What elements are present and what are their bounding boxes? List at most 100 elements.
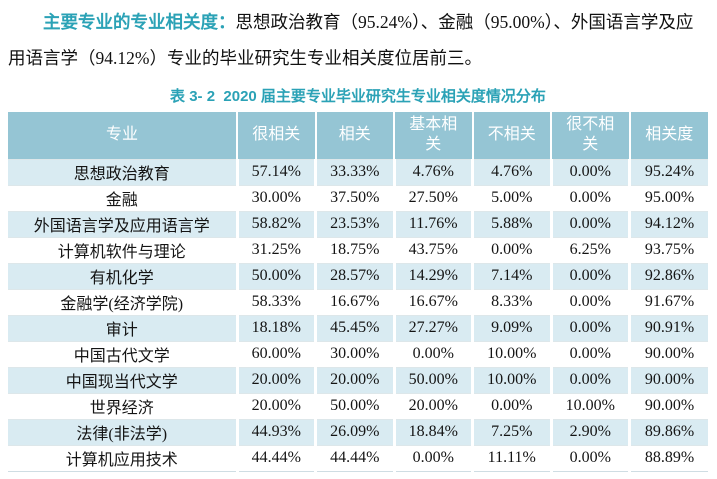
table-row: 计算机软件与理论 31.25% 18.75% 43.75% 0.00% 6.25% 93.7… (8, 236, 708, 264)
major-name-cell: 计算机应用技术 (8, 444, 239, 472)
table-row: 中国古代文学 60.00% 30.00% 0.00% 10.00% 0.00% 90.00% (8, 340, 708, 368)
percent-cell: 26.09% (314, 418, 396, 446)
percent-cell: 18.84% (392, 418, 474, 446)
percent-cell: 91.67% (628, 288, 708, 316)
percent-cell: 94.12% (628, 210, 708, 238)
percent-cell: 23.53% (314, 210, 396, 238)
percent-cell: 11.76% (392, 210, 474, 238)
percent-cell: 5.88% (471, 210, 553, 238)
percent-cell: 33.33% (314, 158, 396, 186)
percent-cell: 90.00% (628, 366, 708, 394)
percent-cell: 30.00% (314, 340, 396, 368)
percent-cell: 88.89% (628, 444, 708, 472)
percent-cell: 0.00% (392, 444, 474, 472)
percent-cell: 95.24% (628, 158, 708, 186)
column-header: 很相关 (236, 112, 317, 159)
percent-cell: 7.14% (471, 262, 553, 290)
major-name-cell: 有机化学 (8, 262, 239, 290)
major-name-cell: 金融 (8, 184, 239, 212)
table-row: 审计 18.18% 45.45% 27.27% 9.09% 0.00% 90.91% (8, 314, 708, 342)
table-header-row: 专业 很相关 相关 基本相 关不相关 很不相 关相关度 (8, 112, 708, 159)
percent-cell: 27.27% (392, 314, 474, 342)
major-name-cell: 金融学(经济学院) (8, 288, 239, 316)
percent-cell: 0.00% (549, 340, 631, 368)
percent-cell: 31.25% (235, 236, 317, 264)
percent-cell: 90.00% (628, 392, 708, 420)
table-row: 思想政治教育 57.14% 33.33% 4.76% 4.76% 0.00% 95.24% (8, 158, 708, 186)
percent-cell: 10.00% (471, 340, 553, 368)
percent-cell: 20.00% (392, 392, 474, 420)
percent-cell: 10.00% (471, 366, 553, 394)
percent-cell: 0.00% (549, 444, 631, 472)
percent-cell: 0.00% (549, 158, 631, 186)
percent-cell: 0.00% (471, 236, 553, 264)
percent-cell: 50.00% (235, 262, 317, 290)
percent-cell: 58.82% (235, 210, 317, 238)
percent-cell: 57.14% (235, 158, 317, 186)
column-header: 基本相 关 (393, 112, 474, 159)
percent-cell: 89.86% (628, 418, 708, 446)
percent-cell: 14.29% (392, 262, 474, 290)
percent-cell: 44.93% (235, 418, 317, 446)
percent-cell: 95.00% (628, 184, 708, 212)
percent-cell: 2.90% (549, 418, 631, 446)
table-caption: 表 3- 2 2020 届主要专业毕业研究生专业相关度情况分布 (170, 88, 546, 105)
percent-cell: 44.44% (235, 444, 317, 472)
percent-cell: 28.57% (314, 262, 396, 290)
major-name-cell: 世界经济 (8, 392, 239, 420)
percent-cell: 10.00% (549, 392, 631, 420)
table-row: 法律(非法学) 44.93% 26.09% 18.84% 7.25% 2.90% 89.86… (8, 418, 708, 446)
percent-cell: 37.50% (314, 184, 396, 212)
relevance-table: 专业 很相关 相关 基本相 关不相关 很不相 关相关度 思想政治教育 57.14% 33.3… (8, 112, 708, 472)
percent-cell: 30.00% (235, 184, 317, 212)
column-header: 专业 (8, 112, 238, 159)
major-name-cell: 审计 (8, 314, 239, 342)
column-header: 相关度 (628, 112, 708, 159)
percent-cell: 0.00% (392, 340, 474, 368)
percent-cell: 0.00% (549, 184, 631, 212)
percent-cell: 8.33% (471, 288, 553, 316)
intro-lead-text: 主要专业的专业相关度： (43, 12, 236, 32)
table-row: 有机化学 50.00% 28.57% 14.29% 7.14% 0.00% 92.86% (8, 262, 708, 290)
percent-cell: 0.00% (549, 288, 631, 316)
percent-cell: 18.18% (235, 314, 317, 342)
major-name-cell: 外国语言学及应用语言学 (8, 210, 239, 238)
percent-cell: 4.76% (471, 158, 553, 186)
intro-body-text: 思想政治教育（95.24%）、金融（95.00%）、外国语言学及应用语言学（94… (8, 12, 694, 68)
percent-cell: 0.00% (549, 210, 631, 238)
major-name-cell: 中国现当代文学 (8, 366, 239, 394)
percent-cell: 50.00% (392, 366, 474, 394)
percent-cell: 20.00% (314, 366, 396, 394)
percent-cell: 0.00% (549, 366, 631, 394)
column-header: 不相关 (471, 112, 552, 159)
percent-cell: 60.00% (235, 340, 317, 368)
percent-cell: 90.91% (628, 314, 708, 342)
major-name-cell: 中国古代文学 (8, 340, 239, 368)
percent-cell: 0.00% (549, 262, 631, 290)
percent-cell: 18.75% (314, 236, 396, 264)
percent-cell: 4.76% (392, 158, 474, 186)
percent-cell: 7.25% (471, 418, 553, 446)
percent-cell: 43.75% (392, 236, 474, 264)
table-row: 中国现当代文学 20.00% 20.00% 50.00% 10.00% 0.00% 90.0… (8, 366, 708, 394)
percent-cell: 50.00% (314, 392, 396, 420)
percent-cell: 16.67% (314, 288, 396, 316)
major-name-cell: 计算机软件与理论 (8, 236, 239, 264)
percent-cell: 9.09% (471, 314, 553, 342)
percent-cell: 90.00% (628, 340, 708, 368)
major-name-cell: 思想政治教育 (8, 158, 239, 186)
column-header: 相关 (314, 112, 395, 159)
percent-cell: 92.86% (628, 262, 708, 290)
percent-cell: 45.45% (314, 314, 396, 342)
percent-cell: 20.00% (235, 366, 317, 394)
table-row: 计算机应用技术 44.44% 44.44% 0.00% 11.11% 0.00% 88.89… (8, 444, 708, 472)
table-row: 世界经济 20.00% 50.00% 20.00% 0.00% 10.00% 90.00% (8, 392, 708, 420)
percent-cell: 20.00% (235, 392, 317, 420)
percent-cell: 0.00% (549, 314, 631, 342)
table-row: 金融学(经济学院) 58.33% 16.67% 16.67% 8.33% 0.00% 91.… (8, 288, 708, 316)
major-name-cell: 法律(非法学) (8, 418, 239, 446)
percent-cell: 27.50% (392, 184, 474, 212)
percent-cell: 58.33% (235, 288, 317, 316)
percent-cell: 93.75% (628, 236, 708, 264)
